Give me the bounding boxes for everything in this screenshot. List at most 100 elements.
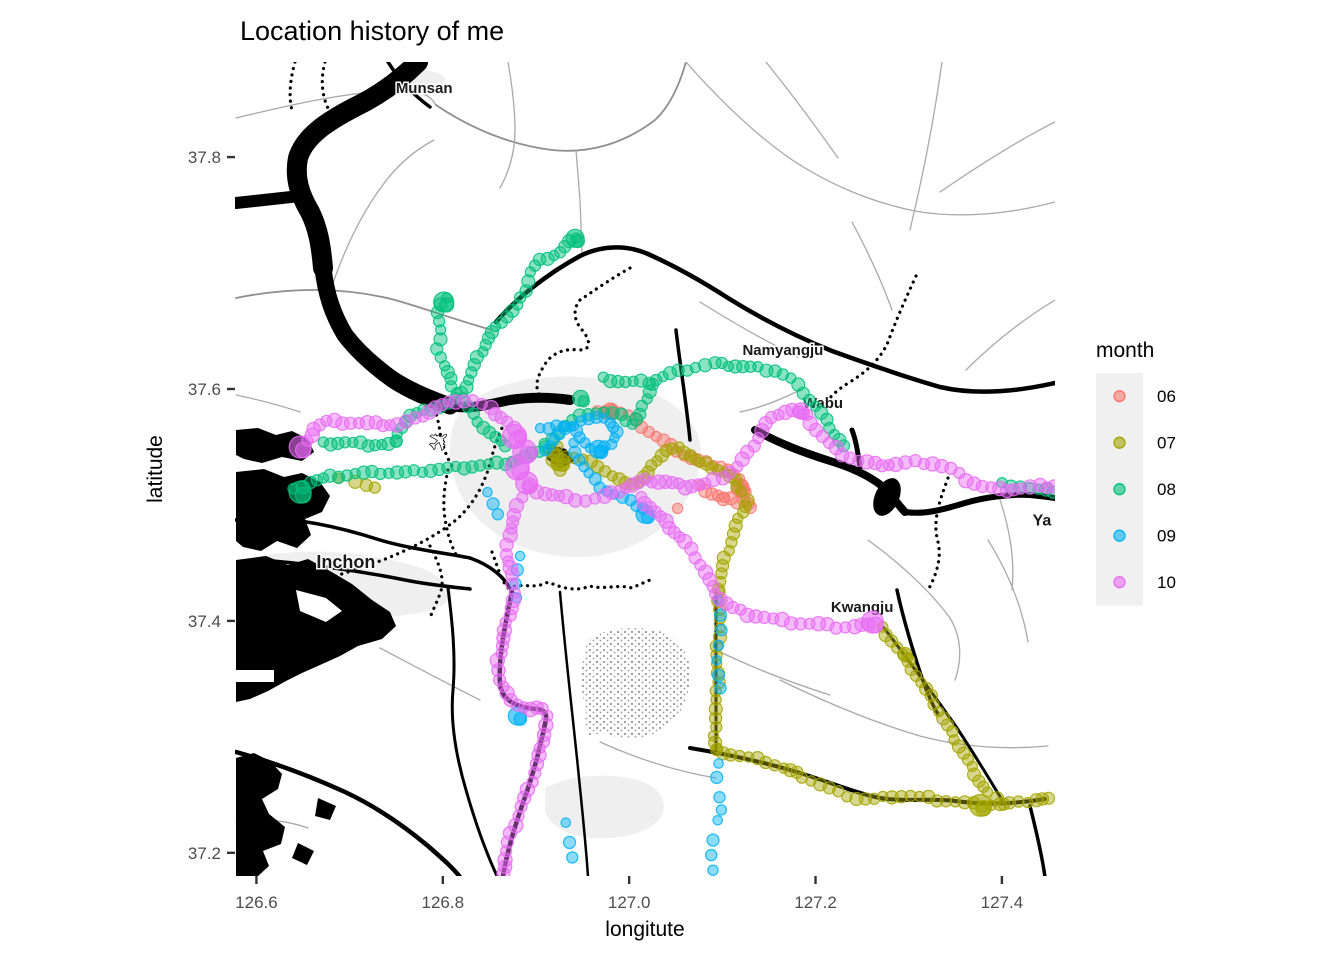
axis-ticks: 126.6 126.8 127.0 127.2 127.4 37.8 37.6 37.4 37.…	[188, 148, 1023, 912]
data-point	[949, 796, 962, 808]
data-point	[671, 502, 684, 515]
data-point	[867, 792, 881, 806]
data-point	[568, 420, 580, 432]
data-point	[723, 748, 738, 762]
data-point	[562, 835, 577, 850]
data-point	[710, 770, 724, 785]
data-point	[353, 435, 368, 450]
data-point	[711, 464, 725, 477]
data-point	[467, 358, 481, 372]
data-point	[706, 579, 720, 594]
data-point	[482, 486, 493, 498]
y-tick-label: 37.8	[188, 148, 221, 167]
data-point	[428, 400, 443, 415]
data-point	[735, 485, 748, 498]
data-point	[650, 430, 662, 443]
data-point	[526, 775, 539, 789]
data-point	[539, 444, 552, 457]
data-point	[531, 747, 547, 763]
data-point	[486, 497, 500, 511]
data-point	[590, 459, 605, 474]
data-point	[508, 817, 524, 834]
data-point	[423, 463, 438, 478]
data-point	[489, 430, 502, 444]
data-point	[902, 651, 914, 663]
legend-key-dot	[1113, 576, 1126, 589]
legend-key-dot	[1113, 390, 1126, 403]
data-point	[858, 792, 873, 806]
legend-key-dot	[1113, 436, 1126, 449]
data-point	[671, 363, 685, 377]
stipple-area	[581, 627, 691, 739]
data-point	[716, 492, 731, 507]
data-point	[704, 461, 719, 475]
legend-key-dot	[1113, 529, 1126, 542]
data-point	[596, 488, 613, 504]
data-point	[368, 481, 381, 494]
y-tick-label: 37.4	[188, 612, 221, 631]
map-label-namyangju: Namyangju	[742, 342, 823, 359]
map-label-munsan: Munsan	[396, 80, 453, 97]
y-tick-label: 37.2	[188, 844, 221, 863]
data-point	[868, 455, 883, 471]
data-point	[898, 455, 913, 470]
data-point	[440, 365, 455, 380]
data-point	[774, 611, 790, 628]
data-point	[534, 422, 546, 434]
data-point	[619, 414, 632, 428]
data-point	[558, 488, 574, 505]
data-point	[797, 407, 810, 421]
data-point	[841, 791, 853, 803]
data-point	[435, 324, 447, 336]
data-point	[966, 767, 982, 782]
data-point	[708, 701, 723, 717]
data-point	[715, 804, 728, 816]
data-point	[966, 476, 982, 491]
data-point	[389, 434, 403, 448]
data-point	[711, 654, 722, 666]
data-point	[536, 735, 551, 749]
data-point	[435, 398, 449, 412]
data-point	[657, 370, 669, 383]
data-point	[481, 331, 496, 345]
data-point	[294, 486, 312, 504]
legend-label-07: 07	[1157, 434, 1176, 453]
map-city-labels: Munsan Namyangju Wabu Inchon Kwangju Ya	[315, 78, 1053, 617]
data-point	[713, 608, 728, 622]
data-point	[381, 436, 396, 452]
data-point	[347, 436, 359, 449]
data-point	[710, 694, 722, 706]
data-point	[715, 356, 729, 370]
data-point	[697, 358, 713, 373]
data-point	[521, 477, 538, 495]
data-point	[439, 297, 455, 313]
data-point	[633, 373, 649, 388]
data-point	[754, 423, 770, 439]
data-point	[1032, 477, 1048, 493]
data-point	[606, 470, 619, 482]
data-point	[479, 338, 492, 352]
data-point	[594, 445, 609, 460]
legend-label-08: 08	[1157, 480, 1176, 499]
data-point	[491, 508, 504, 521]
data-point	[313, 418, 327, 432]
data-point	[921, 789, 936, 805]
data-point	[495, 316, 508, 329]
data-point	[496, 866, 511, 876]
data-point	[597, 371, 610, 383]
data-point	[894, 790, 909, 804]
data-point	[975, 799, 992, 817]
data-point	[544, 440, 556, 451]
data-point	[1041, 791, 1055, 805]
data-point	[499, 537, 514, 553]
data-point	[715, 559, 730, 573]
data-point	[918, 681, 934, 697]
x-axis-title: longitute	[605, 918, 684, 941]
map-label-inchon: Inchon	[316, 552, 375, 572]
data-point	[796, 386, 810, 400]
data-point	[638, 472, 652, 486]
map-label-kwangju: Kwangju	[831, 599, 894, 616]
